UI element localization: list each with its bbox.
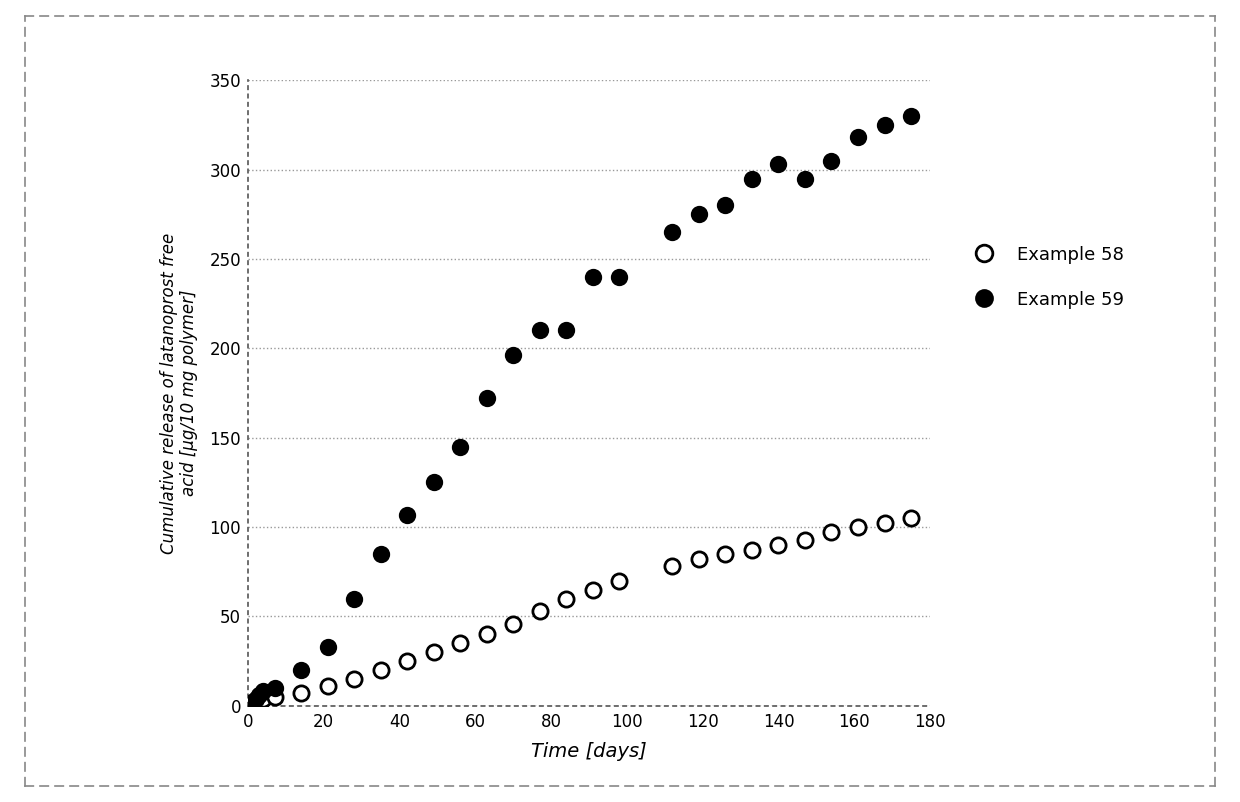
Point bbox=[424, 646, 444, 658]
Point bbox=[238, 699, 258, 712]
Point bbox=[662, 225, 682, 238]
Point bbox=[345, 592, 365, 605]
Point bbox=[397, 508, 417, 521]
Point bbox=[345, 673, 365, 686]
Point bbox=[901, 512, 921, 525]
Point bbox=[242, 696, 262, 709]
Point bbox=[769, 538, 789, 551]
Point bbox=[529, 324, 549, 337]
Point bbox=[317, 640, 337, 653]
Point bbox=[715, 199, 735, 212]
Point bbox=[291, 663, 311, 676]
Point bbox=[742, 172, 761, 185]
Point bbox=[557, 592, 577, 605]
Point bbox=[264, 682, 284, 695]
Point bbox=[822, 526, 842, 539]
Point bbox=[662, 560, 682, 573]
Point bbox=[371, 663, 391, 676]
Point bbox=[317, 679, 337, 692]
Point bbox=[476, 628, 496, 641]
X-axis label: Time [days]: Time [days] bbox=[531, 742, 647, 761]
Point bbox=[795, 533, 815, 546]
Point bbox=[246, 696, 265, 709]
Point bbox=[742, 544, 761, 557]
Point bbox=[609, 270, 629, 283]
Point bbox=[874, 119, 894, 132]
Point bbox=[822, 154, 842, 167]
Point bbox=[583, 270, 603, 283]
Point bbox=[795, 172, 815, 185]
Y-axis label: Cumulative release of latanoprost free
acid [μg/10 mg polymer]: Cumulative release of latanoprost free a… bbox=[160, 233, 198, 553]
Point bbox=[583, 583, 603, 596]
Point bbox=[769, 158, 789, 171]
Point bbox=[253, 685, 273, 698]
Point bbox=[450, 637, 470, 650]
Point bbox=[424, 476, 444, 488]
Point bbox=[264, 691, 284, 703]
Point bbox=[689, 553, 709, 565]
Point bbox=[689, 208, 709, 221]
Point bbox=[242, 698, 262, 711]
Point bbox=[529, 605, 549, 618]
Point bbox=[874, 517, 894, 530]
Point bbox=[291, 687, 311, 699]
Point bbox=[450, 440, 470, 453]
Point bbox=[503, 617, 523, 630]
Point bbox=[249, 694, 269, 707]
Point bbox=[901, 110, 921, 123]
Point bbox=[715, 548, 735, 561]
Point bbox=[397, 654, 417, 667]
Point bbox=[609, 574, 629, 587]
Point bbox=[476, 392, 496, 405]
Point bbox=[848, 520, 868, 533]
Point bbox=[557, 324, 577, 337]
Point bbox=[238, 699, 258, 712]
Point bbox=[503, 349, 523, 362]
Point bbox=[249, 689, 269, 702]
Point bbox=[371, 548, 391, 561]
Point bbox=[253, 692, 273, 705]
Point bbox=[246, 692, 265, 705]
Point bbox=[848, 131, 868, 144]
Legend: Example 58, Example 59: Example 58, Example 59 bbox=[966, 245, 1123, 309]
